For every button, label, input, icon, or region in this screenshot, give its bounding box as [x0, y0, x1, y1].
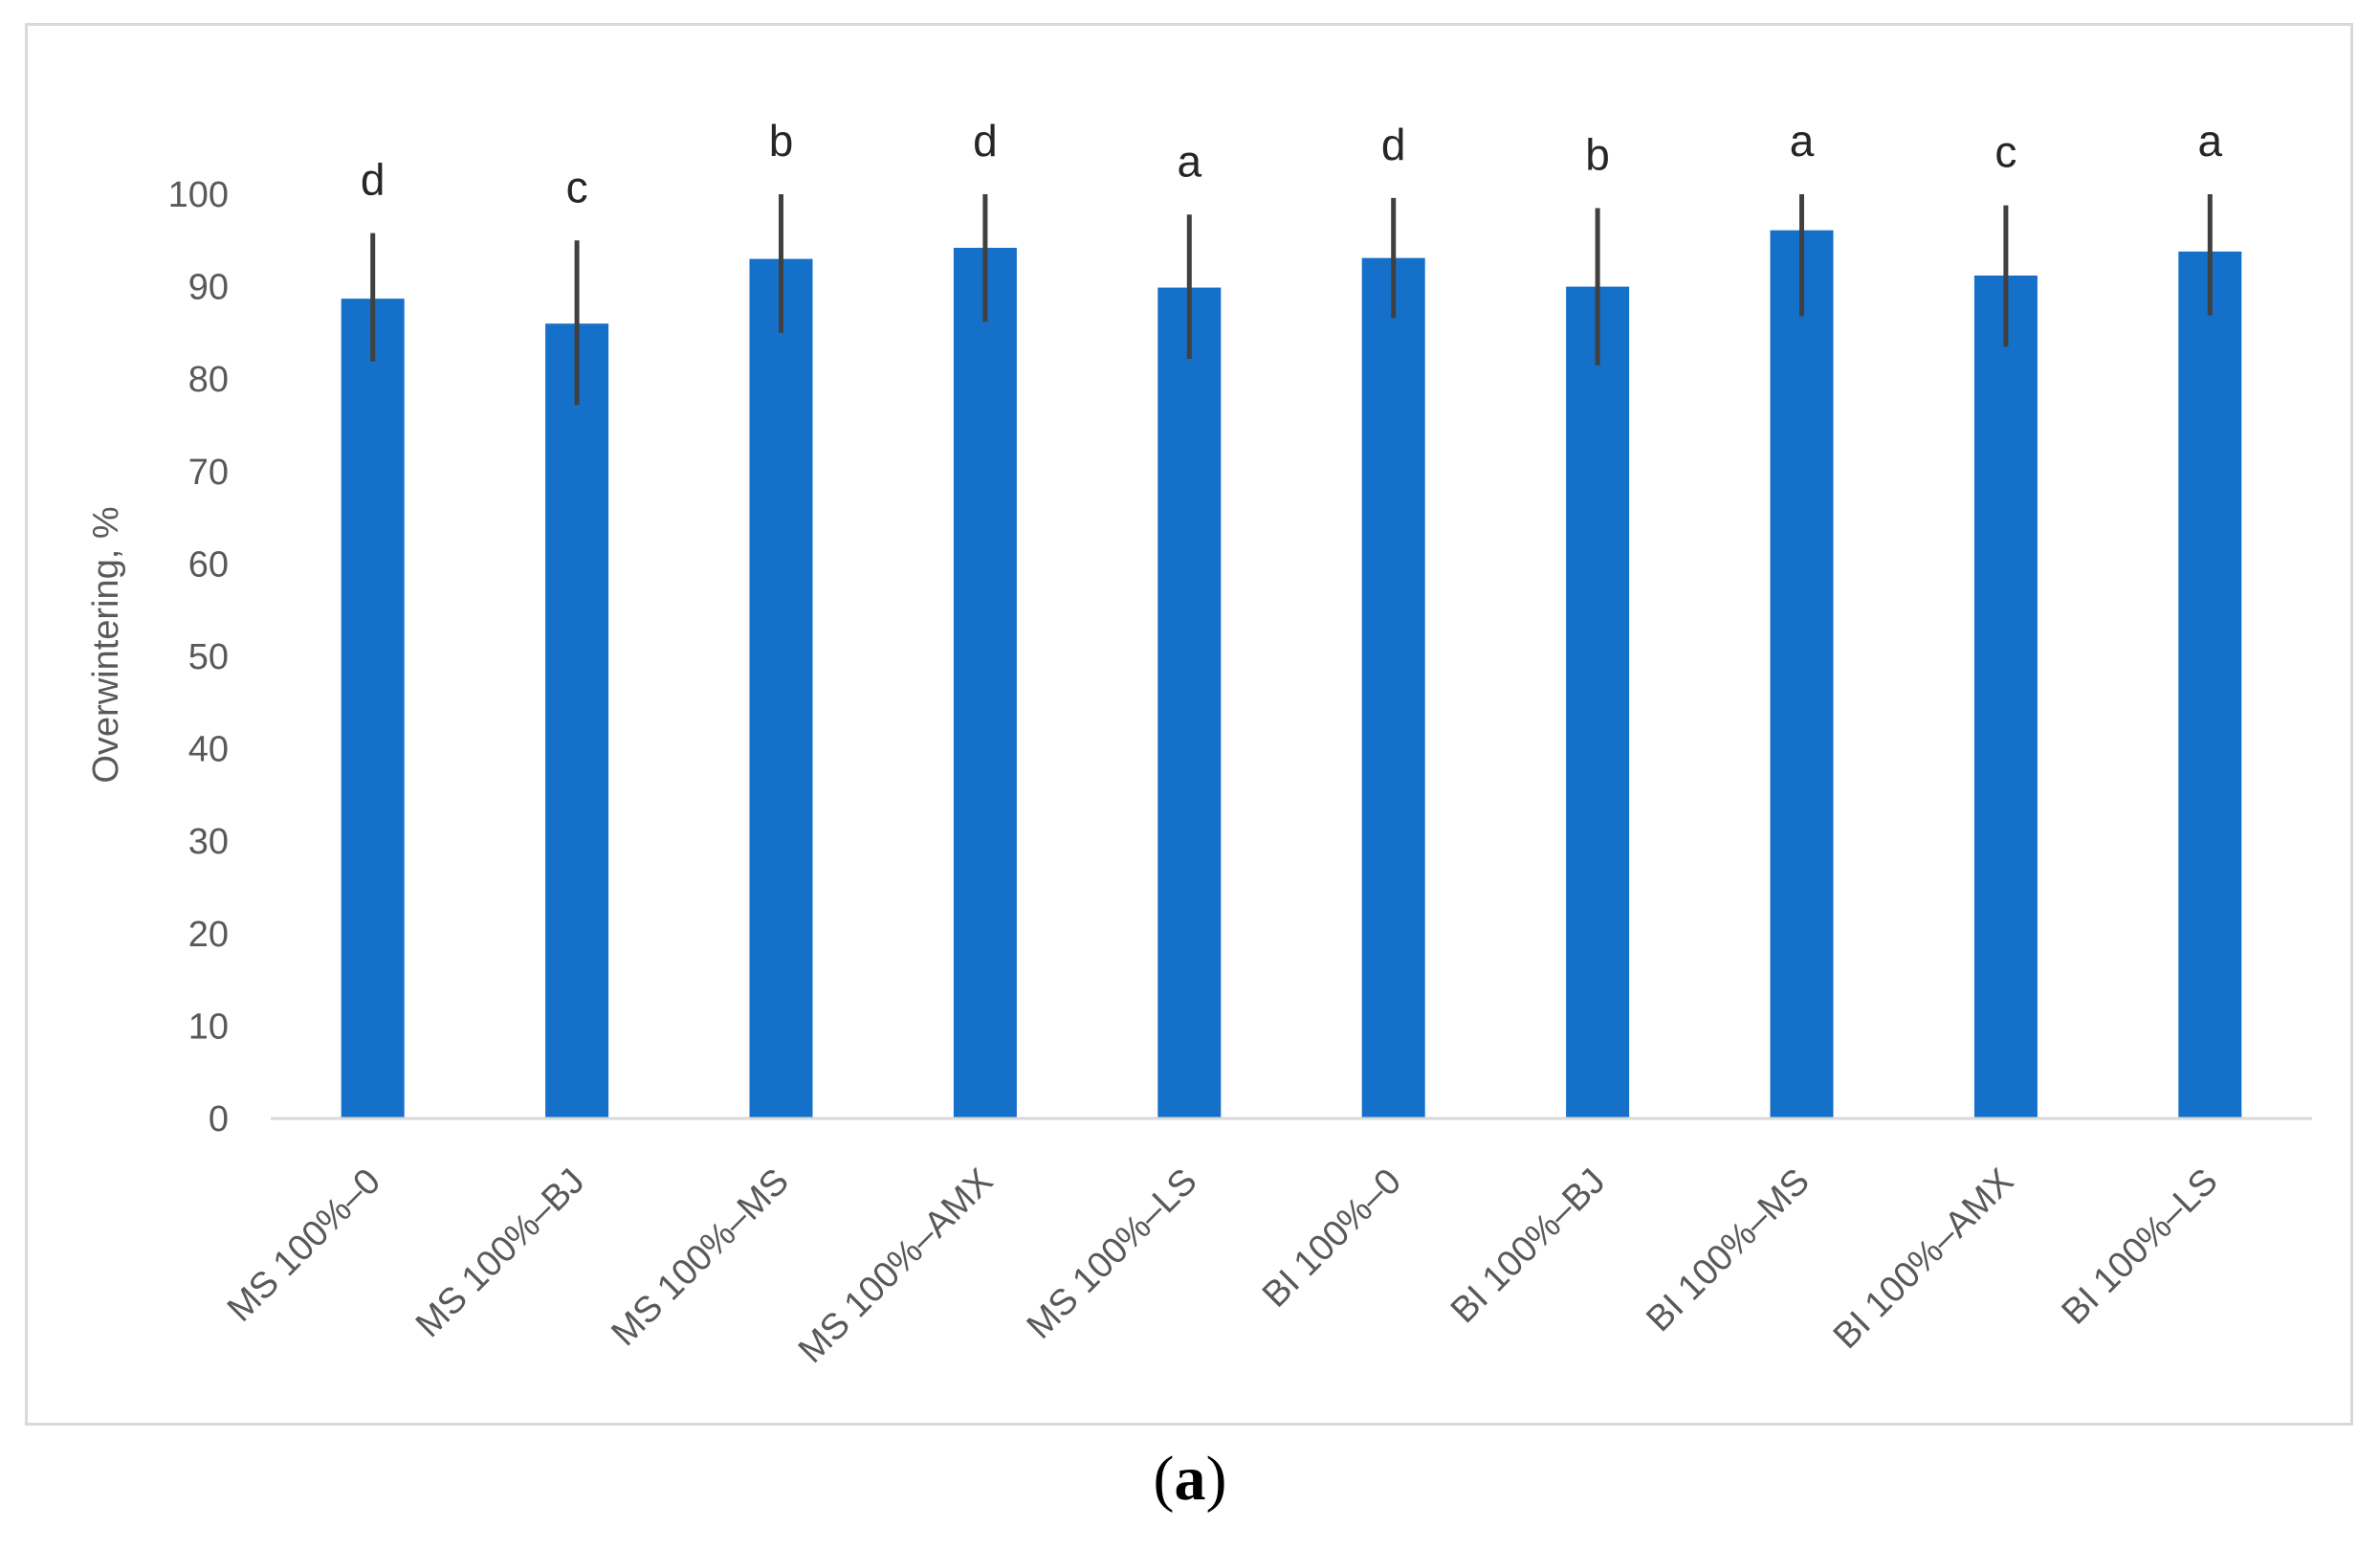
bar	[749, 258, 813, 1118]
significance-letter: a	[2198, 116, 2223, 166]
x-tick-label: BI 100%–MS	[1639, 1162, 1818, 1340]
significance-letter: c	[566, 162, 588, 211]
significance-letter: d	[973, 116, 998, 166]
y-axis-title: Overwintering, %	[86, 506, 126, 783]
bar	[545, 323, 609, 1118]
y-tick-label: 70	[188, 453, 229, 493]
significance-letter: d	[361, 155, 386, 205]
x-tick-label: MS 100%–BJ	[408, 1162, 592, 1345]
figure-caption: (a)	[0, 1443, 2380, 1516]
y-tick-label: 40	[188, 730, 229, 770]
bar	[953, 248, 1017, 1118]
x-tick-label: MS 100%–LS	[1020, 1162, 1205, 1347]
bar	[341, 299, 405, 1119]
x-tick-label: BI 100%–LS	[2055, 1162, 2226, 1333]
y-tick-label: 60	[188, 544, 229, 585]
x-tick-label: MS 100%–AMX	[791, 1162, 1001, 1371]
bar	[1361, 257, 1425, 1118]
y-tick-label: 50	[188, 637, 229, 677]
y-tick-label: 10	[188, 1007, 229, 1047]
significance-letter: a	[1790, 116, 1815, 166]
y-tick-label: 30	[188, 822, 229, 862]
bar	[2178, 251, 2242, 1119]
significance-letter: d	[1381, 120, 1406, 169]
significance-letter: c	[1994, 127, 2016, 177]
y-tick-label: 0	[209, 1099, 229, 1140]
x-tick-label: BI 100%–AMX	[1826, 1162, 2021, 1357]
caption-close-paren: )	[1205, 1444, 1227, 1514]
bar	[1566, 286, 1630, 1119]
caption-letter: a	[1174, 1444, 1206, 1514]
bar-chart: 0 10 20 30 40 50 60 70 80 90 100 Overwintering, % d M…	[86, 116, 2312, 1371]
y-tick-label: 20	[188, 915, 229, 955]
bar	[1157, 287, 1222, 1118]
y-tick-label: 100	[168, 175, 229, 215]
x-tick-label: MS 100%–MS	[604, 1162, 796, 1354]
x-tick-label: BI 100%–BJ	[1443, 1162, 1614, 1332]
chart-frame: 0 10 20 30 40 50 60 70 80 90 100 Overwintering, % d M…	[25, 23, 2353, 1426]
significance-letter: b	[1585, 129, 1610, 179]
significance-letter: a	[1178, 136, 1202, 186]
y-tick-label: 80	[188, 360, 229, 400]
caption-open-paren: (	[1153, 1444, 1175, 1514]
x-tick-label: MS 100%–0	[220, 1162, 388, 1330]
bar	[1973, 276, 2038, 1118]
significance-letter: b	[769, 116, 794, 166]
bar	[1770, 230, 1834, 1118]
x-tick-label: BI 100%–0	[1255, 1162, 1409, 1316]
y-tick-label: 90	[188, 268, 229, 308]
